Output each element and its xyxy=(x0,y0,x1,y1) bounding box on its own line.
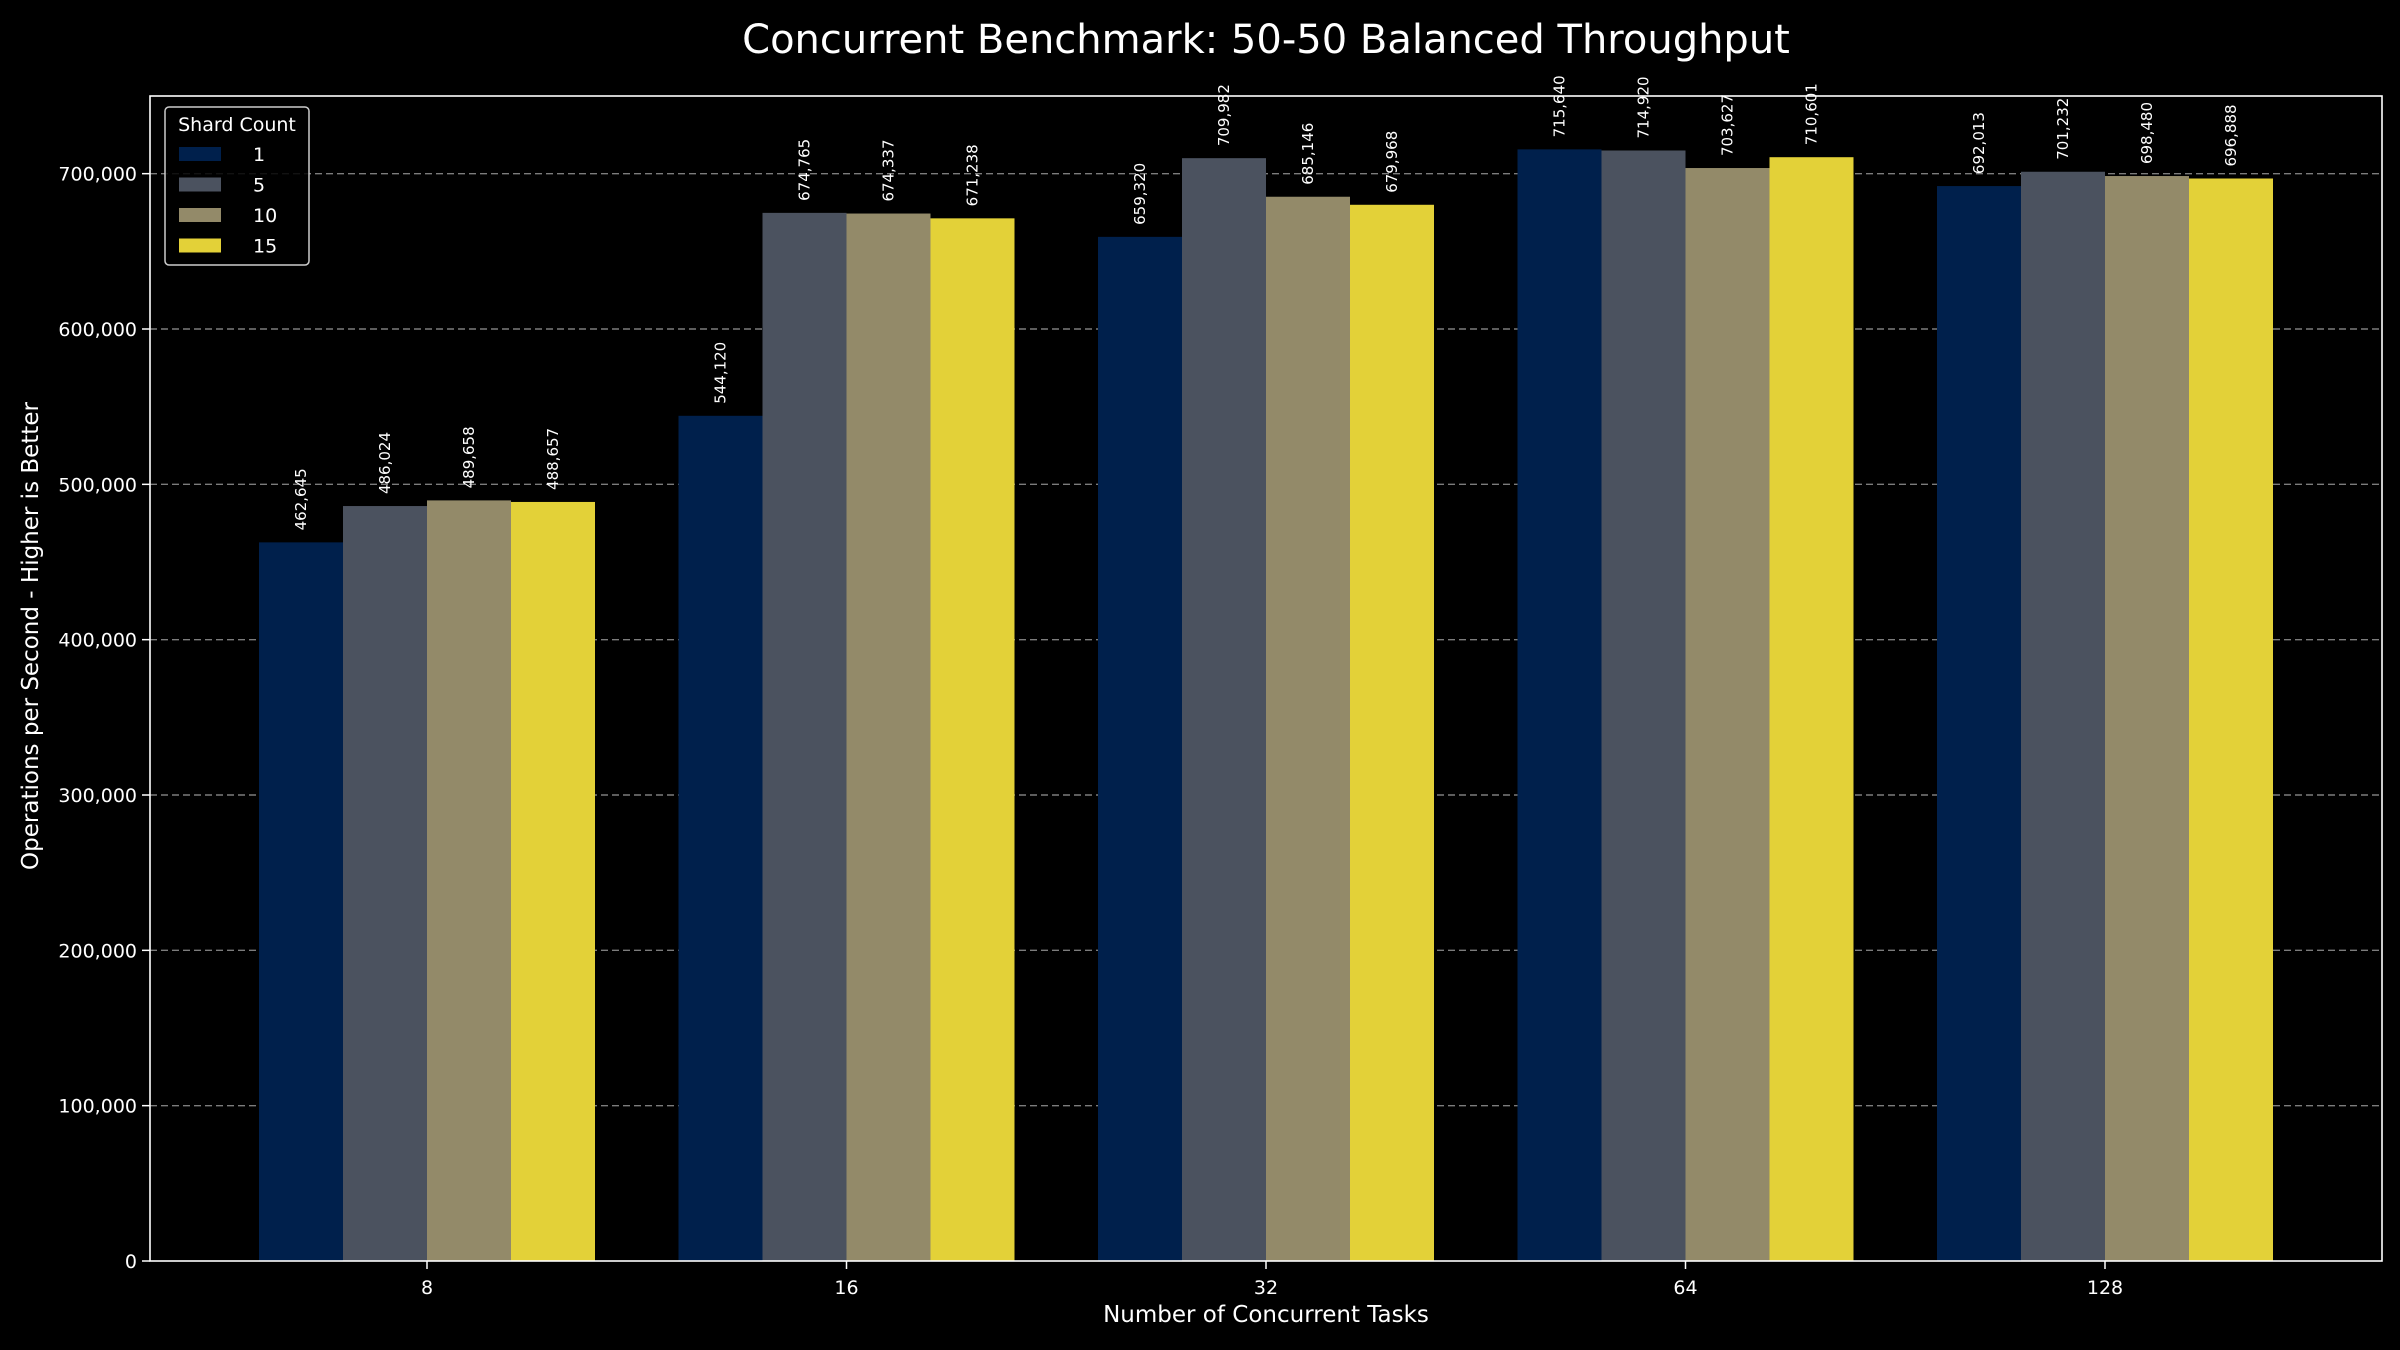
data-label: 685,146 xyxy=(1299,123,1317,185)
legend-label: 15 xyxy=(253,236,277,258)
x-axis-label: Number of Concurrent Tasks xyxy=(1103,1302,1429,1328)
bar xyxy=(2021,171,2105,1262)
y-tick-label: 500,000 xyxy=(58,474,137,496)
y-tick-label: 600,000 xyxy=(58,319,137,341)
legend-box xyxy=(164,106,310,266)
chart-title: Concurrent Benchmark: 50-50 Balanced Thr… xyxy=(742,17,1790,63)
x-tick-label: 64 xyxy=(1673,1277,1697,1299)
bar xyxy=(1517,149,1602,1261)
data-label: 709,982 xyxy=(1215,84,1233,146)
bar xyxy=(846,213,931,1261)
legend-title: Shard Count xyxy=(178,114,296,136)
bar xyxy=(343,506,427,1261)
y-tick-label: 400,000 xyxy=(58,630,137,652)
bar xyxy=(259,542,343,1261)
y-axis-label: Operations per Second - Higher is Better xyxy=(18,402,44,870)
y-axis-ticks: 0 100,000 200,000 300,000 400,000 500,000 600,… xyxy=(58,164,150,1273)
legend-swatch xyxy=(179,208,221,222)
bar xyxy=(2105,176,2189,1262)
data-label: 692,013 xyxy=(1970,112,1988,174)
bar xyxy=(2189,178,2273,1262)
data-label: 659,320 xyxy=(1131,163,1149,225)
bar xyxy=(1182,158,1266,1262)
bar xyxy=(1685,168,1770,1262)
data-label: 489,658 xyxy=(460,426,478,488)
bar xyxy=(1769,157,1854,1261)
bars-group xyxy=(259,149,2273,1262)
data-label: 703,627 xyxy=(1719,94,1737,156)
data-label: 715,640 xyxy=(1551,75,1569,137)
bar xyxy=(511,501,595,1262)
data-label: 488,657 xyxy=(544,428,562,490)
data-label: 462,645 xyxy=(292,468,310,530)
legend-label: 5 xyxy=(253,175,265,197)
data-label: 671,238 xyxy=(964,144,982,206)
y-tick-label: 300,000 xyxy=(58,785,137,807)
x-tick-label: 128 xyxy=(2087,1277,2123,1299)
y-tick-label: 200,000 xyxy=(58,940,137,962)
legend-swatch xyxy=(179,177,221,192)
x-tick-label: 8 xyxy=(421,1277,433,1299)
legend-swatch xyxy=(179,147,221,161)
bar xyxy=(427,500,511,1261)
y-tick-label: 0 xyxy=(125,1251,137,1273)
bar xyxy=(1098,236,1182,1262)
data-label: 698,480 xyxy=(2138,102,2156,164)
legend-label: 1 xyxy=(253,144,265,166)
data-label: 696,888 xyxy=(2222,104,2240,166)
data-label: 486,024 xyxy=(376,432,394,494)
x-tick-label: 16 xyxy=(834,1277,858,1299)
bar xyxy=(1350,204,1434,1261)
x-tick-label: 32 xyxy=(1254,1277,1278,1299)
y-tick-label: 100,000 xyxy=(58,1096,137,1118)
data-label: 674,337 xyxy=(880,139,898,201)
legend-swatch xyxy=(179,238,221,253)
legend-label: 10 xyxy=(253,205,277,227)
y-tick-label: 700,000 xyxy=(58,164,137,186)
data-label: 674,765 xyxy=(796,139,814,201)
bar xyxy=(930,218,1015,1262)
data-label: 679,968 xyxy=(1383,131,1401,193)
bar xyxy=(1601,150,1686,1261)
data-labels-group: 462,645 486,024 489,658 488,657 544,120 674,7… xyxy=(292,75,2240,530)
data-label: 714,920 xyxy=(1635,76,1653,138)
data-label: 544,120 xyxy=(712,342,730,404)
bar xyxy=(1937,186,2021,1262)
bar xyxy=(678,415,763,1261)
data-label: 701,232 xyxy=(2054,98,2072,160)
x-axis-ticks: 8 16 32 64 128 xyxy=(421,1261,2123,1299)
data-label: 710,601 xyxy=(1803,83,1821,145)
bar xyxy=(762,212,847,1262)
bar xyxy=(1266,196,1350,1262)
